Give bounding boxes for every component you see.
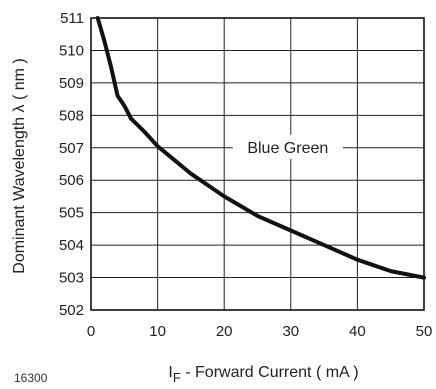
plot-frame [90,17,425,311]
y-tick-label: 504 [59,237,84,254]
x-tick-label: 20 [216,323,233,340]
y-tick-label: 506 [59,172,84,189]
series-line [95,16,426,280]
x-axis-title: IF - Forward Current ( mA ) [168,364,358,385]
x-tick-label: 10 [149,323,166,340]
y-tick-label: 502 [59,302,84,319]
y-axis-title: Dominant Wavelength λ ( nm ) [11,58,28,273]
y-tick-label: 507 [59,140,84,157]
y-tick-label: 508 [59,107,84,124]
x-tick-label: 0 [87,323,95,340]
y-tick-label: 510 [59,42,84,59]
y-tick-label: 503 [59,270,84,287]
y-tick-label: 511 [60,10,84,27]
x-tick-label: 50 [416,323,433,340]
series-label-background [232,134,343,159]
figure-id: 16300 [14,371,48,385]
x-tick-label: 40 [349,323,366,340]
series-label: Blue Green [247,140,328,157]
y-tick-label: 509 [59,75,84,92]
x-tick-label: 30 [282,323,299,340]
y-tick-label: 505 [59,205,84,222]
